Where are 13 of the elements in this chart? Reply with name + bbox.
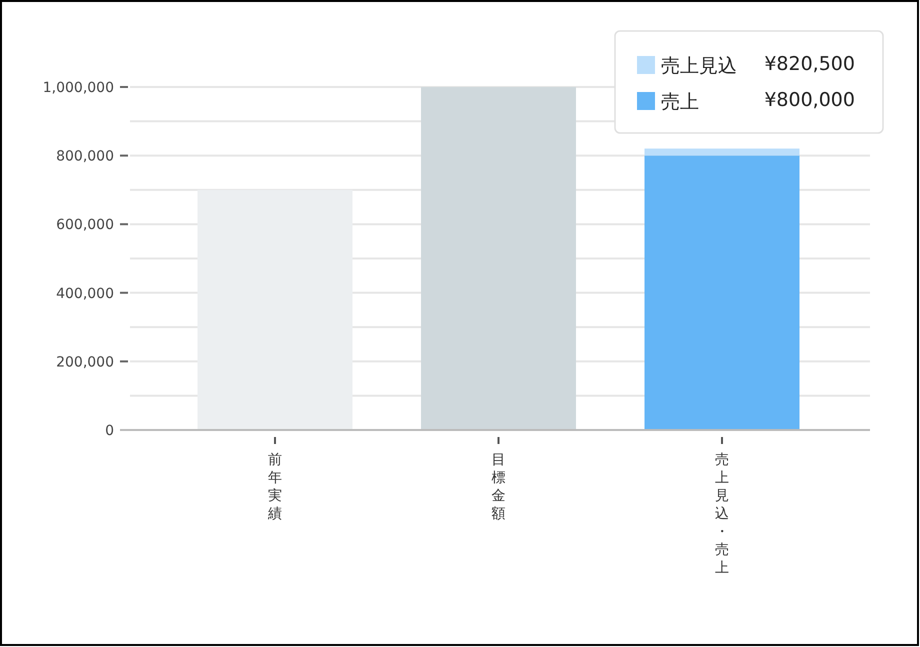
annotation: ¥800,000 bbox=[764, 89, 855, 111]
x-tick-label: 目標金額 bbox=[492, 452, 506, 522]
y-tick-label: 200,000 bbox=[56, 354, 114, 370]
text: ¥820,500 bbox=[764, 53, 855, 75]
legend-label: 売上見込 bbox=[661, 55, 737, 77]
y-tick-label: 800,000 bbox=[56, 148, 114, 165]
y-tick-label: 400,000 bbox=[56, 286, 114, 302]
y-tick-label: 1,000,000 bbox=[42, 80, 114, 96]
x-tick-label: 前年実績 bbox=[267, 452, 282, 522]
x-tick-label: 売上見込・売上 bbox=[715, 452, 729, 576]
y-tick-label: 0 bbox=[105, 423, 114, 439]
y-tick-label: 600,000 bbox=[56, 217, 114, 234]
legend-label: 売上 bbox=[661, 91, 699, 113]
